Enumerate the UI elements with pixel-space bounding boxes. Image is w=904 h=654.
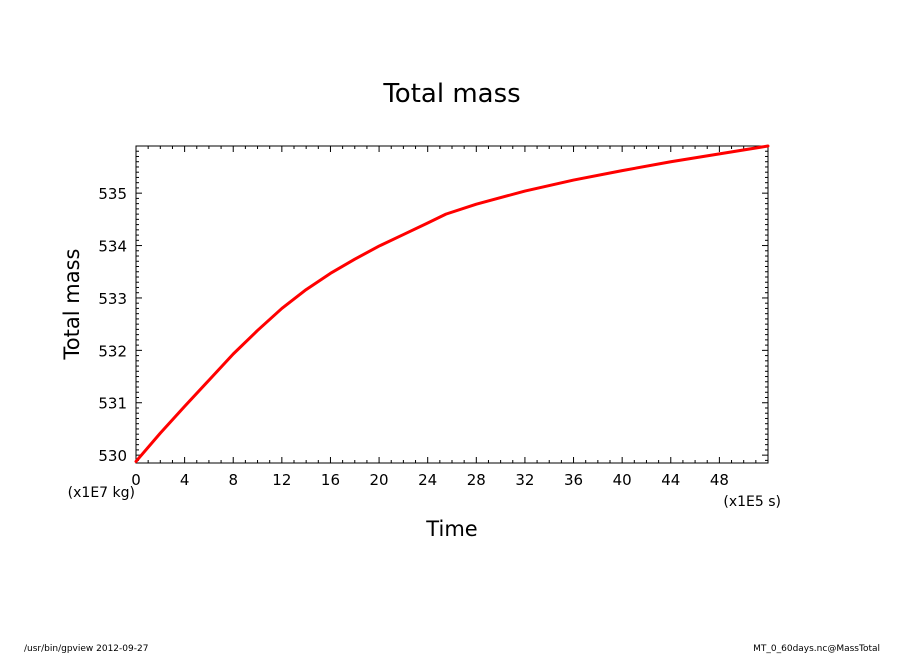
- x-axis-unit: (x1E5 s): [723, 494, 781, 510]
- footer-right: MT_0_60days.nc@MassTotal: [753, 644, 880, 654]
- y-tick-label: 534: [98, 238, 127, 256]
- x-tick-label: 16: [321, 471, 340, 489]
- y-tick-label: 530: [98, 447, 127, 465]
- series-layer: [134, 144, 770, 463]
- x-axis-ticks: 0 4 8 12 16 20 24 28 32 36 40 44 48: [131, 146, 769, 489]
- x-tick-label: 4: [180, 471, 190, 489]
- x-tick-label: 20: [370, 471, 389, 489]
- x-tick-label: 0: [131, 471, 141, 489]
- x-tick-label: 12: [272, 471, 291, 489]
- x-tick-label: 32: [515, 471, 534, 489]
- y-tick-label: 532: [98, 342, 127, 360]
- x-tick-label: 40: [613, 471, 632, 489]
- series-line: [134, 144, 770, 463]
- x-tick-label: 28: [467, 471, 486, 489]
- x-tick-label: 8: [228, 471, 238, 489]
- x-tick-label: 48: [710, 471, 729, 489]
- chart-title: Total mass: [382, 79, 520, 109]
- y-axis-ticks: 530 531 532 533 534 535: [98, 145, 768, 465]
- y-tick-label: 533: [98, 290, 127, 308]
- y-tick-label: 531: [98, 395, 127, 413]
- x-tick-label: 44: [661, 471, 680, 489]
- x-tick-label: 36: [564, 471, 583, 489]
- y-tick-label: 535: [98, 185, 127, 203]
- y-axis-unit: (x1E7 kg): [68, 485, 135, 501]
- x-tick-label: 24: [418, 471, 437, 489]
- plot-border: [135, 145, 769, 464]
- x-axis-label: Time: [425, 517, 477, 541]
- y-axis-label: Total mass: [60, 249, 84, 361]
- footer-left: /usr/bin/gpview 2012-09-27: [24, 644, 148, 654]
- plot-frame: [135, 145, 769, 464]
